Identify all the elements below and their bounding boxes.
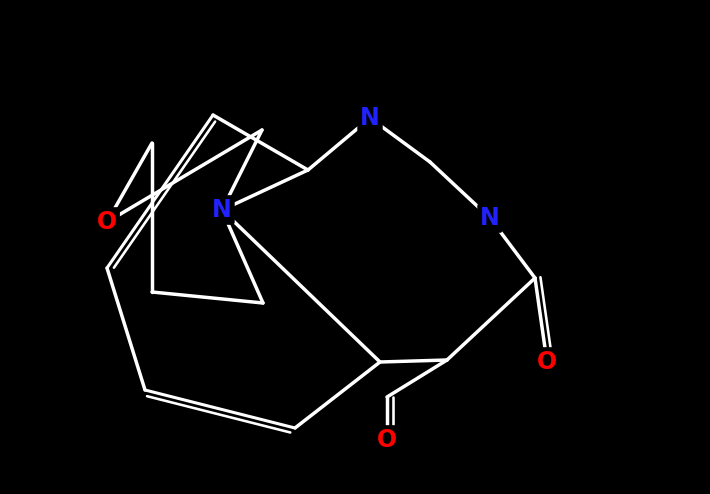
Text: N: N: [360, 106, 380, 130]
Text: O: O: [97, 210, 117, 234]
Text: N: N: [480, 206, 500, 230]
Text: N: N: [212, 198, 232, 222]
Text: O: O: [537, 350, 557, 374]
Text: O: O: [377, 428, 397, 452]
